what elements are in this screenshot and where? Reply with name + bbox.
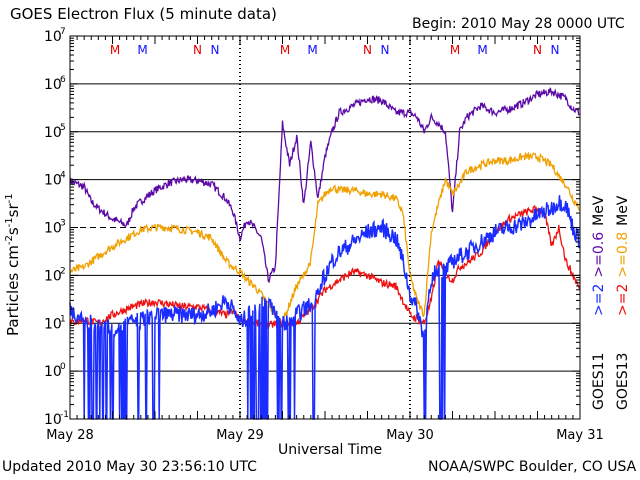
x-tick-label: May 28 <box>46 428 94 443</box>
legend-part: MeV <box>591 195 607 226</box>
x-tick-label: May 30 <box>386 428 434 443</box>
y-tick-label: 10 <box>44 29 62 45</box>
y-tick-exponent: 5 <box>60 123 66 133</box>
legend-part: GOES13 <box>615 353 631 410</box>
y-tick-exponent: 4 <box>60 171 66 181</box>
legend-part: >=0.6 <box>591 232 607 278</box>
y-label-exponent: -1 <box>4 193 15 203</box>
series-line <box>69 195 581 420</box>
begin-date: Begin: 2010 May 28 0000 UTC <box>412 16 625 32</box>
chart-title: GOES Electron Flux (5 minute data) <box>10 5 277 23</box>
y-tick-label: 10 <box>44 268 62 284</box>
legend-part: >=2 <box>591 284 607 316</box>
y-tick-label: 10 <box>44 316 62 332</box>
satellite-marker: M <box>137 43 147 57</box>
satellite-marker: N <box>193 43 202 57</box>
y-tick-exponent: 7 <box>60 27 66 37</box>
frame-layer <box>69 35 581 420</box>
satellite-marker: M <box>280 43 290 57</box>
y-tick-exponent: 0 <box>60 362 66 372</box>
y-tick-label: 10 <box>44 221 62 237</box>
satellite-marker: M <box>110 43 120 57</box>
y-axis-label: Particles cm-2s-1sr-1 <box>4 193 22 336</box>
satellite-marker: M <box>307 43 317 57</box>
y-label-part: sr <box>4 203 22 218</box>
y-tick-label: 10 <box>44 173 62 189</box>
series-layer <box>69 87 581 420</box>
satellite-marker: N <box>211 43 220 57</box>
satellite-marker: N <box>533 43 542 57</box>
y-tick-label: 10 <box>44 77 62 93</box>
y-tick-label: 10 <box>44 364 62 380</box>
legend-goes13: GOES13 <box>615 353 631 410</box>
satellite-marker: M <box>450 43 460 57</box>
y-label-main: Particles cm <box>4 245 22 336</box>
legend-goes11: GOES11 <box>591 353 607 410</box>
y-tick-label: 10 <box>44 412 62 428</box>
y-tick-label: 10 <box>44 125 62 141</box>
updated-timestamp: Updated 2010 May 30 23:56:10 UTC <box>2 459 257 475</box>
x-tick-label: May 29 <box>216 428 264 443</box>
satellite-marker: N <box>551 43 560 57</box>
legend-part: MeV <box>615 195 631 226</box>
satellite-marker: N <box>381 43 390 57</box>
y-label-exponent: -1 <box>4 217 15 227</box>
legend-goes11-energies: >=2 >=0.6 MeV <box>591 195 607 316</box>
x-axis-label: Universal Time <box>278 442 383 458</box>
y-tick-exponent: 3 <box>60 219 66 229</box>
series-line <box>69 151 580 330</box>
legend-part: >=0.8 <box>615 232 631 278</box>
y-tick-exponent: 1 <box>60 314 66 324</box>
satellite-marker: M <box>477 43 487 57</box>
legend-part: GOES11 <box>591 353 607 410</box>
y-tick-exponent: 2 <box>60 266 66 276</box>
satellite-marker: N <box>363 43 372 57</box>
series-line <box>69 87 580 284</box>
y-label-part: s <box>4 227 22 235</box>
y-tick-exponent: 6 <box>60 75 66 85</box>
x-tick-label: May 31 <box>556 428 604 443</box>
credit-text: NOAA/SWPC Boulder, CO USA <box>428 459 637 475</box>
legend-part: >=2 <box>615 284 631 316</box>
y-label-exponent: -2 <box>4 235 15 245</box>
legend-goes13-energies: >=2 >=0.8 MeV <box>615 195 631 316</box>
y-tick-exponent: -1 <box>60 410 69 420</box>
